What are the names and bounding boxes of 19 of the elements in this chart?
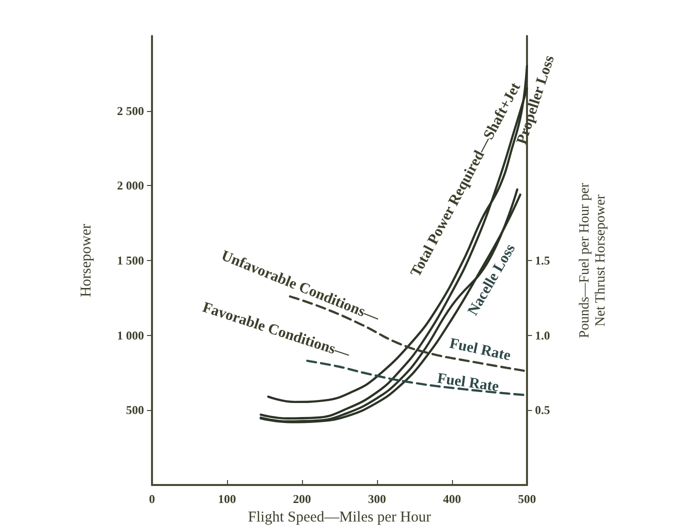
y-tick-label: 500: [126, 403, 144, 418]
y-tick-label: 1 000: [117, 328, 144, 342]
annotation: Fuel Rate: [448, 336, 512, 364]
y-tick-label: 2 500: [117, 104, 144, 118]
y-axis-title: Horsepower: [78, 224, 94, 298]
x-tick-label: 200: [293, 492, 311, 506]
x-axis-title: Flight Speed—Miles per Hour: [248, 509, 431, 526]
x-tick-label: 500: [518, 492, 536, 506]
y-tick-label: 2 000: [117, 178, 144, 193]
y2-tick-label: 1.5: [535, 254, 550, 268]
x-tick-label: 100: [218, 492, 236, 506]
y-tick-label: 1 500: [117, 254, 144, 268]
y2-tick-label: 0.5: [535, 403, 550, 418]
x-tick-label: 400: [443, 492, 461, 506]
x-tick-label: 300: [368, 492, 386, 506]
y2-tick-label: 1.0: [535, 328, 550, 342]
y2-axis-title: Pounds—Fuel per Hour per Net Thrust Horsepower: [578, 182, 608, 338]
annotation: Fuel Rate: [436, 370, 500, 396]
x-tick-label: 0: [149, 492, 155, 506]
